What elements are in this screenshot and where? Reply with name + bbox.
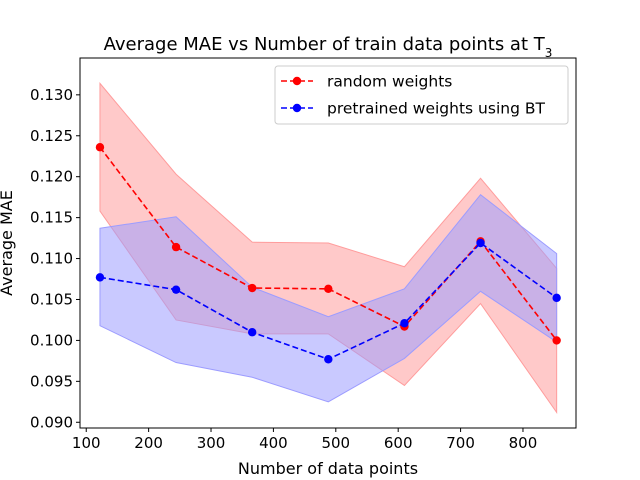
pretrained-weights-point — [400, 319, 409, 328]
pretrained-weights-point — [552, 293, 561, 303]
x-tick-label: 400 — [259, 434, 288, 452]
x-axis-ticks: 100 200 300 400 500 600 700 800 — [72, 428, 537, 452]
random-weights-point — [95, 143, 105, 152]
pretrained-weights-point — [476, 238, 485, 248]
x-tick-label: 200 — [134, 434, 163, 452]
y-tick-label: 0.110 — [30, 250, 73, 268]
legend-pretrained-weights-label: pretrained weights using BT — [327, 100, 545, 118]
legend-random-weights-marker — [292, 76, 302, 86]
y-tick-label: 0.105 — [30, 290, 73, 308]
random-weights-point — [324, 284, 333, 294]
pretrained-weights-point — [171, 285, 181, 294]
y-tick-label: 0.095 — [30, 372, 73, 390]
y-axis-label: Average MAE — [0, 190, 16, 296]
pretrained-weights-point — [324, 355, 333, 364]
y-tick-label: 0.120 — [30, 168, 73, 186]
chart-title-main: Average MAE vs Number of train data poin… — [104, 34, 546, 55]
y-tick-label: 0.125 — [30, 127, 73, 145]
plot-frame — [79, 57, 577, 429]
legend: random weights pretrained weights using B… — [274, 65, 569, 125]
legend-box — [274, 65, 569, 125]
x-tick-label: 300 — [197, 434, 226, 452]
y-tick-label: 0.090 — [30, 413, 73, 431]
x-axis-label: Number of data points — [238, 459, 418, 478]
chart-title-subscript: 3 — [545, 46, 553, 60]
random-weights-point — [247, 283, 257, 293]
random-weights-point — [552, 336, 561, 345]
y-axis-ticks: 0.090 0.095 0.100 0.105 0.110 0.115 0.120 0.125… — [30, 86, 80, 431]
series-points — [95, 143, 561, 364]
y-tick-label: 0.100 — [30, 331, 73, 349]
pretrained-weights-point — [247, 328, 257, 337]
random-weights-point — [171, 242, 181, 252]
x-tick-label: 700 — [446, 434, 475, 452]
x-tick-label: 500 — [321, 434, 350, 452]
x-tick-label: 800 — [509, 434, 538, 452]
x-tick-label: 600 — [384, 434, 413, 452]
legend-pretrained-weights-marker — [292, 103, 302, 113]
legend-random-weights-label: random weights — [327, 73, 452, 91]
pretrained-weights-point — [95, 273, 105, 282]
x-tick-label: 100 — [72, 434, 101, 452]
y-tick-label: 0.130 — [30, 86, 73, 104]
chart-title: Average MAE vs Number of train data poin… — [104, 34, 553, 60]
y-tick-label: 0.115 — [30, 209, 73, 227]
